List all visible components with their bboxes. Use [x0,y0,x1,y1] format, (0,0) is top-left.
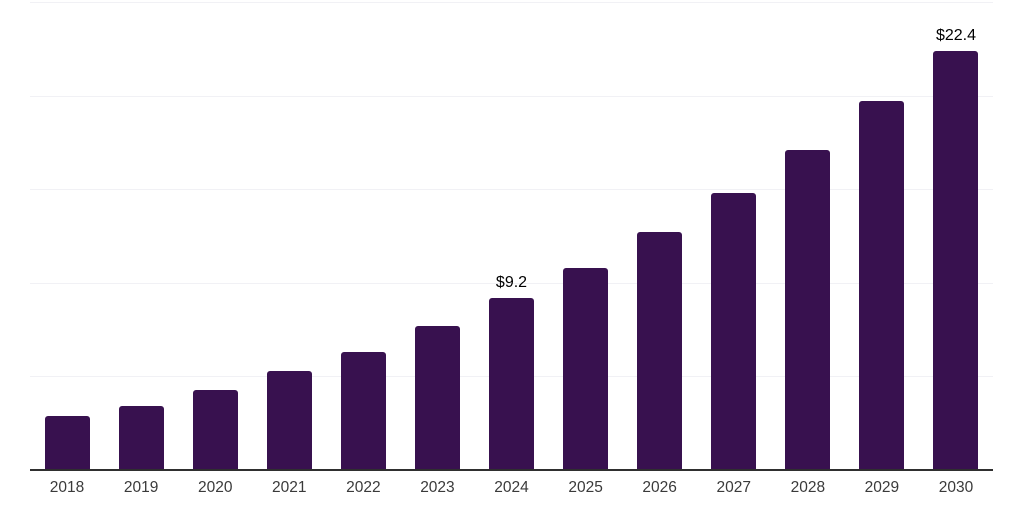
bar-group-2030: $22.4 [919,2,993,470]
bar-group-2023 [400,2,474,470]
x-tick-2019: 2019 [123,479,159,496]
x-tick-2018: 2018 [49,479,85,496]
x-tick-2020: 2020 [197,479,233,496]
bar-group-2020 [178,2,252,470]
x-tick-2025: 2025 [568,479,603,496]
x-tick-2029: 2029 [864,479,900,496]
x-tick-2030: 2030 [938,479,974,496]
bar-2026 [637,232,683,470]
bar-group-2019 [104,2,178,470]
x-tick-2022: 2022 [346,479,381,496]
x-tick-2026: 2026 [642,479,677,496]
bars-container: $9.2 $22.4 [30,2,993,470]
bar-group-2026 [623,2,697,470]
bar-2019 [118,406,164,470]
bar-2029 [859,101,905,470]
gridline-10 [30,282,993,284]
bar-2030 [933,50,979,470]
x-tick-2024: 2024 [494,479,529,496]
bar-2024 [489,297,534,470]
bar-2025 [563,267,609,470]
bar-group-2025 [549,2,623,470]
bar-group-2028 [771,2,845,470]
bar-2023 [414,325,460,470]
x-axis-line [30,469,993,471]
x-tick-2021: 2021 [272,479,307,496]
bar-group-2021 [252,2,326,470]
bar-group-2029 [845,2,919,470]
data-label-2024: $9.2 [495,273,528,291]
gridline-25 [30,2,993,3]
bar-2021 [266,370,312,470]
bar-group-2024: $9.2 [474,2,548,470]
x-tick-2028: 2028 [790,479,826,496]
bar-group-2027 [697,2,771,470]
bar-2022 [340,352,386,470]
gridline-15 [30,189,993,191]
data-label-2030: $22.4 [935,26,976,44]
gridline-20 [30,95,993,97]
bar-group-2022 [326,2,400,470]
bar-group-2018 [30,2,104,470]
bar-2020 [192,389,238,470]
bar-2027 [711,192,757,470]
x-tick-2027: 2027 [716,479,751,496]
x-tick-2023: 2023 [420,479,455,496]
x-axis-tick-labels: 2018 2019 2020 2021 2022 2023 2024 2025 2026 2027… [30,479,993,497]
bar-2028 [785,149,831,470]
bar-2018 [44,415,90,470]
